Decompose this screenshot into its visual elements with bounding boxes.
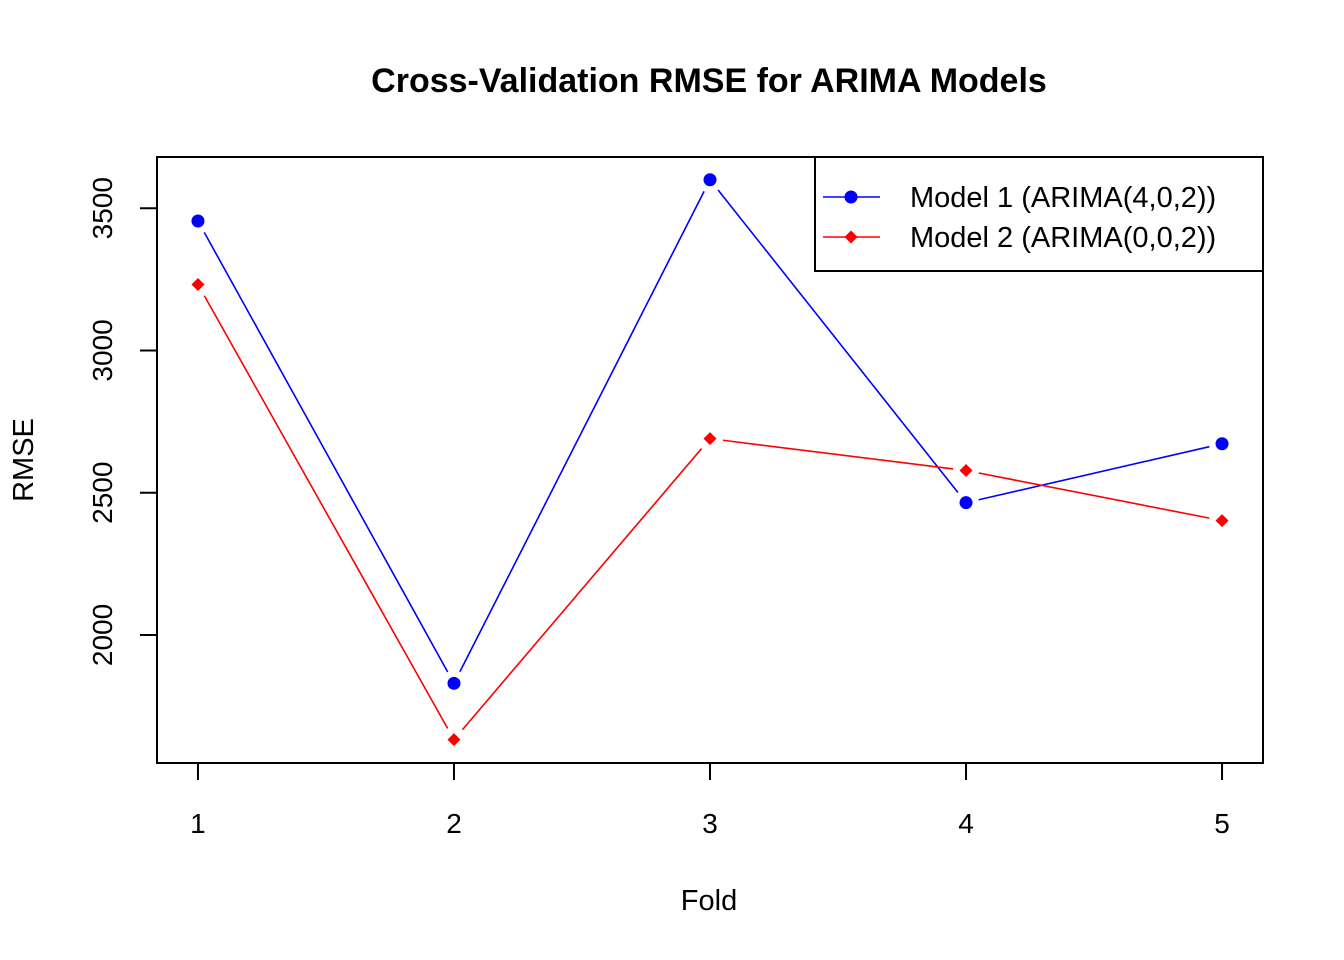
x-tick-label: 4 xyxy=(958,808,974,839)
series-2-point xyxy=(703,432,717,446)
series-2-point xyxy=(959,464,973,478)
series-1-segment xyxy=(978,445,1210,501)
x-tick-label: 5 xyxy=(1214,808,1230,839)
series-2-point xyxy=(447,733,461,747)
y-tick-label: 3500 xyxy=(87,177,118,239)
legend-marker xyxy=(844,190,858,204)
series-1 xyxy=(191,173,1229,690)
y-axis-label: RMSE xyxy=(8,418,40,502)
x-axis-label: Fold xyxy=(681,885,737,917)
series-2 xyxy=(191,277,1229,747)
series-2-segment xyxy=(722,439,954,470)
series-1-point xyxy=(447,676,461,690)
series-1-point xyxy=(703,173,717,187)
series-1-segment xyxy=(203,231,449,673)
y-tick-label: 2000 xyxy=(87,604,118,666)
legend-label: Model 1 (ARIMA(4,0,2)) xyxy=(910,182,1216,214)
series-2-segment xyxy=(461,448,703,731)
y-axis: 2000 2500 3000 3500 xyxy=(87,177,157,666)
series-2-segment xyxy=(978,472,1210,519)
x-tick-label: 1 xyxy=(190,808,206,839)
x-tick-label: 3 xyxy=(702,808,718,839)
series-1-segment xyxy=(717,189,959,493)
legend-marker xyxy=(844,230,858,244)
series-1-point xyxy=(191,214,205,228)
series-2-point xyxy=(191,277,205,291)
y-tick-label: 2500 xyxy=(87,462,118,524)
x-axis: 1 2 3 4 5 xyxy=(190,763,1230,839)
x-tick-label: 2 xyxy=(446,808,462,839)
legend-label: Model 2 (ARIMA(0,0,2)) xyxy=(910,222,1216,254)
series-1-point xyxy=(1215,437,1229,451)
series-2-point xyxy=(1215,514,1229,528)
series-1-point xyxy=(959,496,973,510)
series-layer xyxy=(191,173,1229,747)
chart-title: Cross-Validation RMSE for ARIMA Models xyxy=(371,62,1047,100)
legend-box xyxy=(814,156,1264,272)
series-2-segment xyxy=(203,295,449,729)
legend: Model 1 (ARIMA(4,0,2)) Model 2 (ARIMA(0,0… xyxy=(814,156,1264,272)
series-1-segment xyxy=(459,190,705,673)
y-tick-label: 3000 xyxy=(87,319,118,381)
